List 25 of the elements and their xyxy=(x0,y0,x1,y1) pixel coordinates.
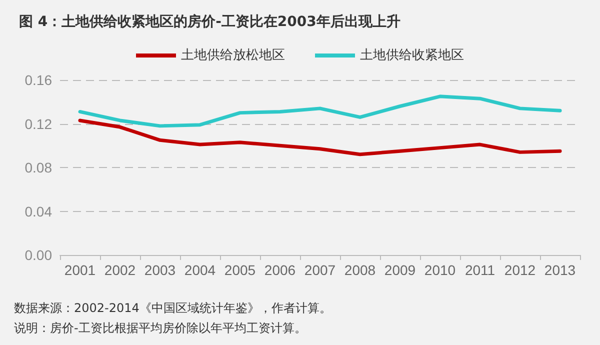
x-tick-label: 2001 xyxy=(64,262,96,278)
x-tick-label: 2007 xyxy=(304,262,336,278)
x-tick-label: 2006 xyxy=(264,262,296,278)
chart-title: 图 4：土地供给收紧地区的房价-工资比在2003年后出现上升 xyxy=(19,13,400,30)
text: 说明：房价-工资比根据平均房价除以年平均工资计算。 xyxy=(14,321,306,335)
line-series xyxy=(78,94,562,128)
legend-label: 土地供给收紧地区 xyxy=(360,48,464,63)
x-tick-label: 2011 xyxy=(464,262,496,278)
y-tick-label: 0.04 xyxy=(24,203,52,220)
y-tick-label: 0.12 xyxy=(24,116,52,132)
x-tick-label: 2004 xyxy=(184,262,216,278)
x-tick-label: 2005 xyxy=(224,262,256,278)
x-tick-label: 2003 xyxy=(144,262,176,278)
x-tick-label: 2008 xyxy=(344,262,376,278)
y-tick-label: 0.00 xyxy=(24,247,52,263)
line-series xyxy=(78,118,562,156)
y-tick-label: 0.16 xyxy=(24,72,52,88)
x-tick-label: 2009 xyxy=(384,262,416,278)
x-tick-label: 2012 xyxy=(504,262,536,278)
legend-label: 土地供给放松地区 xyxy=(181,48,285,63)
source-note: 数据来源：2002-2014《中国区域统计年鉴》，作者计算。 xyxy=(14,301,332,315)
x-tick-label: 2002 xyxy=(104,262,136,278)
x-tick-label: 2013 xyxy=(544,262,576,278)
x-tick-label: 2010 xyxy=(424,262,456,278)
y-tick-label: 0.08 xyxy=(24,160,52,176)
